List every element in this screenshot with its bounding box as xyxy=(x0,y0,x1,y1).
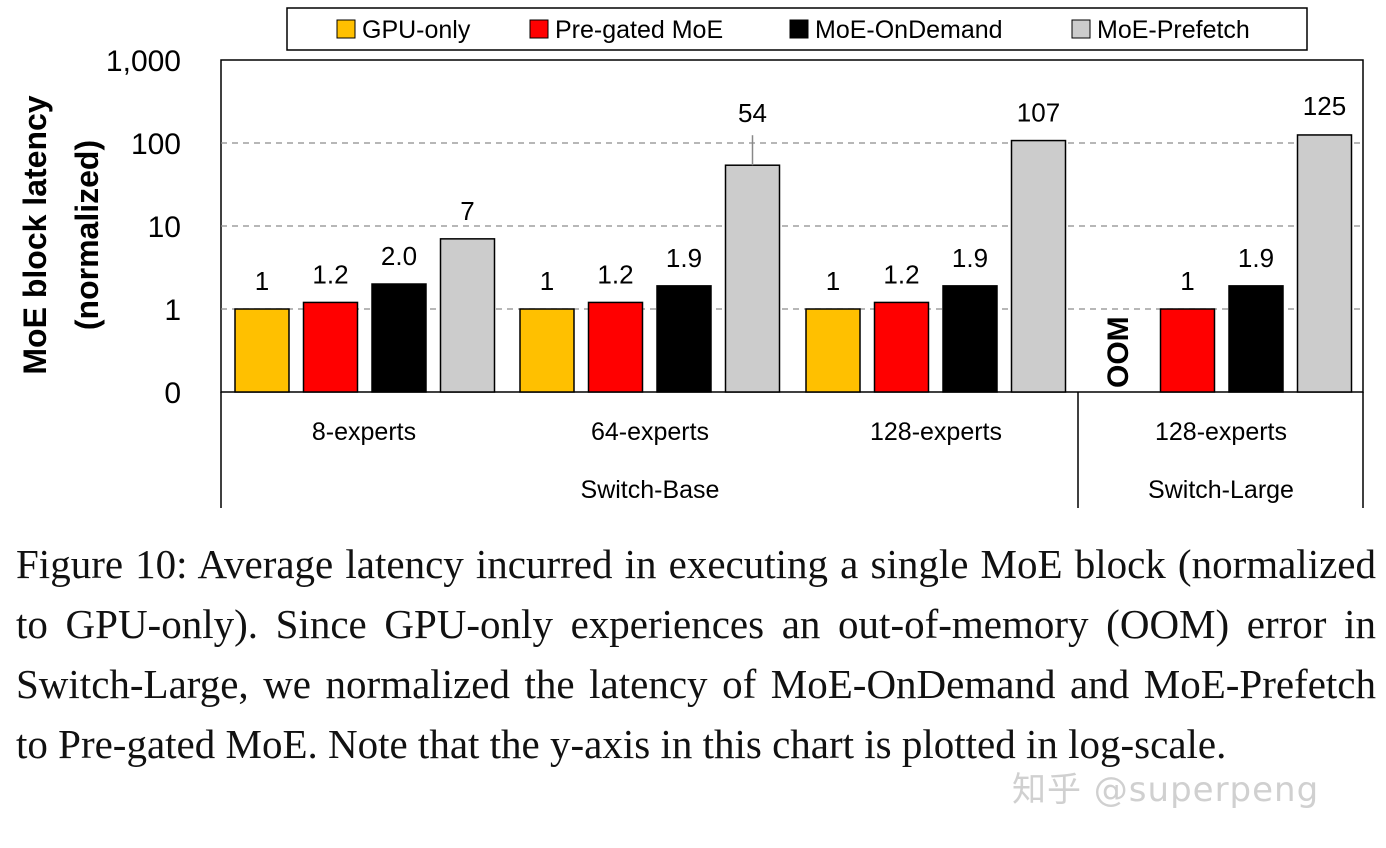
data-label-0-1: 1.2 xyxy=(312,259,348,289)
bar-3-3 xyxy=(1296,134,1353,393)
data-label-2-1: 1.2 xyxy=(883,259,919,289)
watermark: 知乎 @superpeng xyxy=(1012,770,1320,810)
bar-2-1 xyxy=(873,301,930,393)
data-label-2-0: 1 xyxy=(826,266,840,296)
legend-swatch-1 xyxy=(529,19,549,39)
bar-2-2 xyxy=(942,285,998,393)
bar-0-1 xyxy=(302,301,359,393)
y-tick-label: 1 xyxy=(164,294,181,327)
data-label-0-3: 7 xyxy=(460,196,474,226)
data-label-2-2: 1.9 xyxy=(952,243,988,273)
data-label-3-1: 1 xyxy=(1180,266,1194,296)
bar-2-0 xyxy=(805,308,861,393)
bar-1-2 xyxy=(656,285,712,393)
y-axis-title: MoE block latency xyxy=(17,95,53,374)
model-label-0: Switch-Base xyxy=(581,476,720,504)
data-label-1-0: 1 xyxy=(540,266,554,296)
legend-label-2: MoE-OnDemand xyxy=(815,16,1003,44)
y-tick-label: 10 xyxy=(148,211,181,244)
model-label-1: Switch-Large xyxy=(1148,476,1294,504)
y-tick-label: 1,000 xyxy=(106,45,181,78)
y-tick-label: 100 xyxy=(131,128,181,161)
category-label-1: 64-experts xyxy=(591,418,709,446)
bar-1-0 xyxy=(519,308,575,393)
category-label-2: 128-experts xyxy=(870,418,1002,446)
legend-label-3: MoE-Prefetch xyxy=(1097,16,1250,44)
legend-label-0: GPU-only xyxy=(362,16,471,44)
legend-swatch-0 xyxy=(336,19,356,39)
figure-caption: Figure 10: Average latency incurred in e… xyxy=(16,541,1376,767)
category-label-3: 128-experts xyxy=(1155,418,1287,446)
category-label-0: 8-experts xyxy=(312,418,416,446)
bar-1-3 xyxy=(724,164,781,393)
legend-swatch-2 xyxy=(789,19,809,39)
bar-2-3 xyxy=(1010,139,1067,393)
data-label-0-2: 2.0 xyxy=(381,241,417,271)
bar-3-2 xyxy=(1228,285,1284,393)
y-axis-subtitle: (normalized) xyxy=(69,140,105,330)
data-label-1-2: 1.9 xyxy=(666,243,702,273)
bar-1-1 xyxy=(587,301,644,393)
y-tick-label: 0 xyxy=(164,377,181,410)
legend-swatch-3 xyxy=(1071,19,1091,39)
legend-label-1: Pre-gated MoE xyxy=(555,16,723,44)
data-label-3-3: 125 xyxy=(1303,91,1346,121)
bar-0-3 xyxy=(439,238,496,393)
bar-0-2 xyxy=(371,283,427,393)
oom-label: OOM xyxy=(1102,316,1135,388)
data-label-1-1: 1.2 xyxy=(597,259,633,289)
data-label-2-3: 107 xyxy=(1017,98,1060,128)
bar-3-1 xyxy=(1159,308,1216,393)
data-label-0-0: 1 xyxy=(255,266,269,296)
data-label-1-3: 54 xyxy=(738,98,767,128)
data-label-3-2: 1.9 xyxy=(1238,243,1274,273)
bar-0-0 xyxy=(234,308,290,393)
